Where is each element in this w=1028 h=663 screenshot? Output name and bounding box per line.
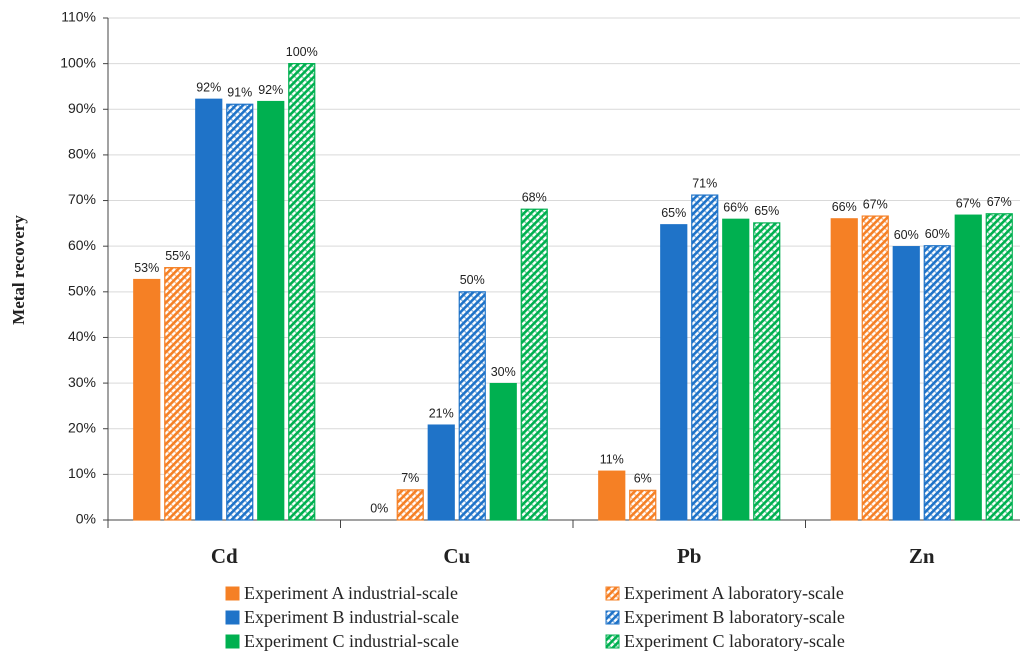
- y-axis-title: Metal recovery: [9, 215, 28, 325]
- legend-swatch: [225, 586, 240, 601]
- bar: [288, 63, 316, 521]
- bar: [892, 246, 920, 521]
- value-label: 60%: [925, 227, 950, 241]
- bar: [598, 470, 626, 521]
- legend-label: Experiment C laboratory-scale: [624, 631, 845, 651]
- y-tick-label: 20%: [68, 419, 96, 435]
- value-label: 66%: [832, 200, 857, 214]
- bar: [923, 245, 951, 521]
- value-label: 67%: [987, 195, 1012, 209]
- bar: [520, 208, 548, 521]
- value-label: 71%: [692, 176, 717, 190]
- value-label: 100%: [286, 45, 318, 59]
- bar: [257, 100, 285, 521]
- y-tick-label: 10%: [68, 465, 96, 481]
- value-label: 91%: [227, 86, 252, 100]
- bar: [226, 103, 254, 521]
- legend-label: Experiment A industrial-scale: [244, 583, 458, 603]
- value-label: 50%: [460, 273, 485, 287]
- x-tick-label: Zn: [909, 544, 935, 568]
- legend-swatch: [605, 634, 620, 649]
- y-tick-label: 70%: [68, 191, 96, 207]
- value-label: 92%: [258, 83, 283, 97]
- x-tick-label: Cu: [443, 544, 470, 568]
- y-tick-label: 90%: [68, 100, 96, 116]
- y-tick-label: 100%: [60, 54, 96, 70]
- value-label: 21%: [429, 406, 454, 420]
- bar: [861, 215, 889, 521]
- y-tick-label: 30%: [68, 374, 96, 390]
- bar: [660, 224, 688, 521]
- legend-swatch: [605, 586, 620, 601]
- legend-swatch: [605, 610, 620, 625]
- bar: [722, 218, 750, 521]
- bar: [164, 267, 192, 521]
- bar: [458, 291, 486, 521]
- value-label: 53%: [134, 261, 159, 275]
- value-label: 30%: [491, 365, 516, 379]
- y-tick-label: 60%: [68, 237, 96, 253]
- bar: [427, 424, 455, 521]
- legend-label: Experiment A laboratory-scale: [624, 583, 844, 603]
- bar: [489, 382, 517, 521]
- x-tick-label: Pb: [677, 544, 702, 568]
- y-tick-label: 40%: [68, 328, 96, 344]
- bar: [691, 194, 719, 521]
- y-tick-label: 110%: [61, 9, 96, 25]
- value-label: 92%: [196, 81, 221, 95]
- y-tick-label: 50%: [68, 283, 96, 299]
- bar: [195, 98, 223, 521]
- value-label: 6%: [634, 472, 652, 486]
- bar: [133, 278, 161, 521]
- value-label: 65%: [661, 206, 686, 220]
- value-label: 68%: [522, 191, 547, 205]
- value-label: 66%: [723, 201, 748, 215]
- value-label: 11%: [600, 452, 624, 466]
- bar: [985, 213, 1013, 521]
- value-label: 7%: [401, 471, 419, 485]
- bar: [954, 214, 982, 521]
- bar: [396, 489, 424, 521]
- y-tick-label: 80%: [68, 146, 96, 162]
- value-label: 67%: [956, 196, 981, 210]
- value-label: 65%: [754, 204, 779, 218]
- bar: [629, 489, 657, 521]
- x-tick-label: Cd: [211, 544, 238, 568]
- value-label: 67%: [863, 197, 888, 211]
- legend-swatch: [225, 610, 240, 625]
- legend-label: Experiment B laboratory-scale: [624, 607, 845, 627]
- value-label: 55%: [165, 249, 190, 263]
- legend-label: Experiment C industrial-scale: [244, 631, 459, 651]
- legend-label: Experiment B industrial-scale: [244, 607, 459, 627]
- bar: [830, 218, 858, 521]
- legend-swatch: [225, 634, 240, 649]
- value-label: 60%: [894, 228, 919, 242]
- value-label: 0%: [370, 501, 388, 515]
- bar: [753, 222, 781, 521]
- y-tick-label: 0%: [76, 511, 96, 527]
